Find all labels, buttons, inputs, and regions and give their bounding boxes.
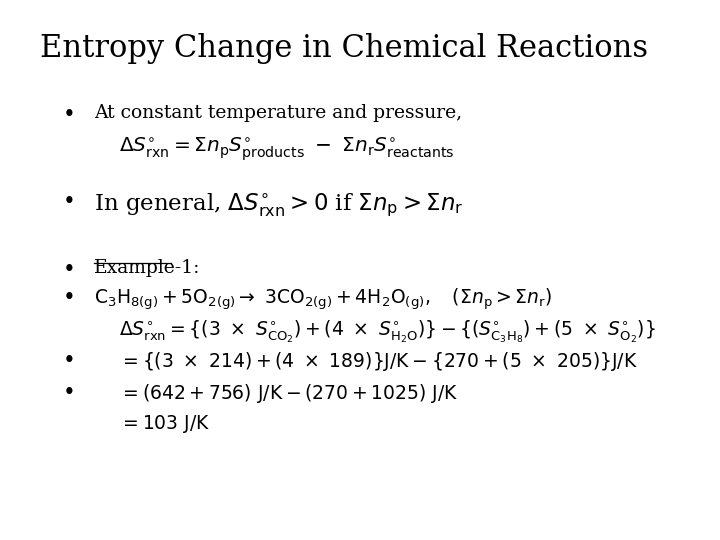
- Text: Example-1:: Example-1:: [94, 260, 201, 278]
- Text: In general, $\Delta S^{\circ}_{\rm rxn} > 0$ if $\Sigma n_{\rm p} > \Sigma n_{\r: In general, $\Delta S^{\circ}_{\rm rxn} …: [94, 191, 464, 219]
- Text: •: •: [63, 350, 76, 372]
- Text: •: •: [63, 104, 76, 126]
- Text: $= 103\ {\rm J/K}$: $= 103\ {\rm J/K}$: [120, 413, 211, 435]
- Text: $= \{(3\ \times\ 214) + (4\ \times\ 189)\}{\rm J/K} - \{270 + (5\ \times\ 205)\}: $= \{(3\ \times\ 214) + (4\ \times\ 189)…: [120, 350, 638, 373]
- Text: •: •: [63, 382, 76, 403]
- Text: $\Delta S^{\circ}_{\rm rxn} = \Sigma n_{\rm p} S^{\circ}_{\rm products}\ -\ \Sig: $\Delta S^{\circ}_{\rm rxn} = \Sigma n_{…: [120, 136, 455, 163]
- Text: •: •: [63, 191, 76, 213]
- Text: $= (642 + 756)\ {\rm J/K} - (270 + 1025)\ {\rm J/K}$: $= (642 + 756)\ {\rm J/K} - (270 + 1025)…: [120, 382, 459, 404]
- Text: Entropy Change in Chemical Reactions: Entropy Change in Chemical Reactions: [40, 33, 648, 64]
- Text: $\Delta S^{\circ}_{\rm rxn} = \{(3\ \times\ S^{\circ}_{\rm CO_2}) + (4\ \times\ : $\Delta S^{\circ}_{\rm rxn} = \{(3\ \tim…: [120, 319, 656, 345]
- Text: •: •: [63, 287, 76, 309]
- Text: At constant temperature and pressure,: At constant temperature and pressure,: [94, 104, 462, 122]
- Text: $\rm C_3H_{8(g)} + 5O_{2(g)} \rightarrow\ 3CO_{2(g)} + 4H_2O_{(g)},$$\quad (\Sig: $\rm C_3H_{8(g)} + 5O_{2(g)} \rightarrow…: [94, 287, 553, 312]
- Text: •: •: [63, 260, 76, 281]
